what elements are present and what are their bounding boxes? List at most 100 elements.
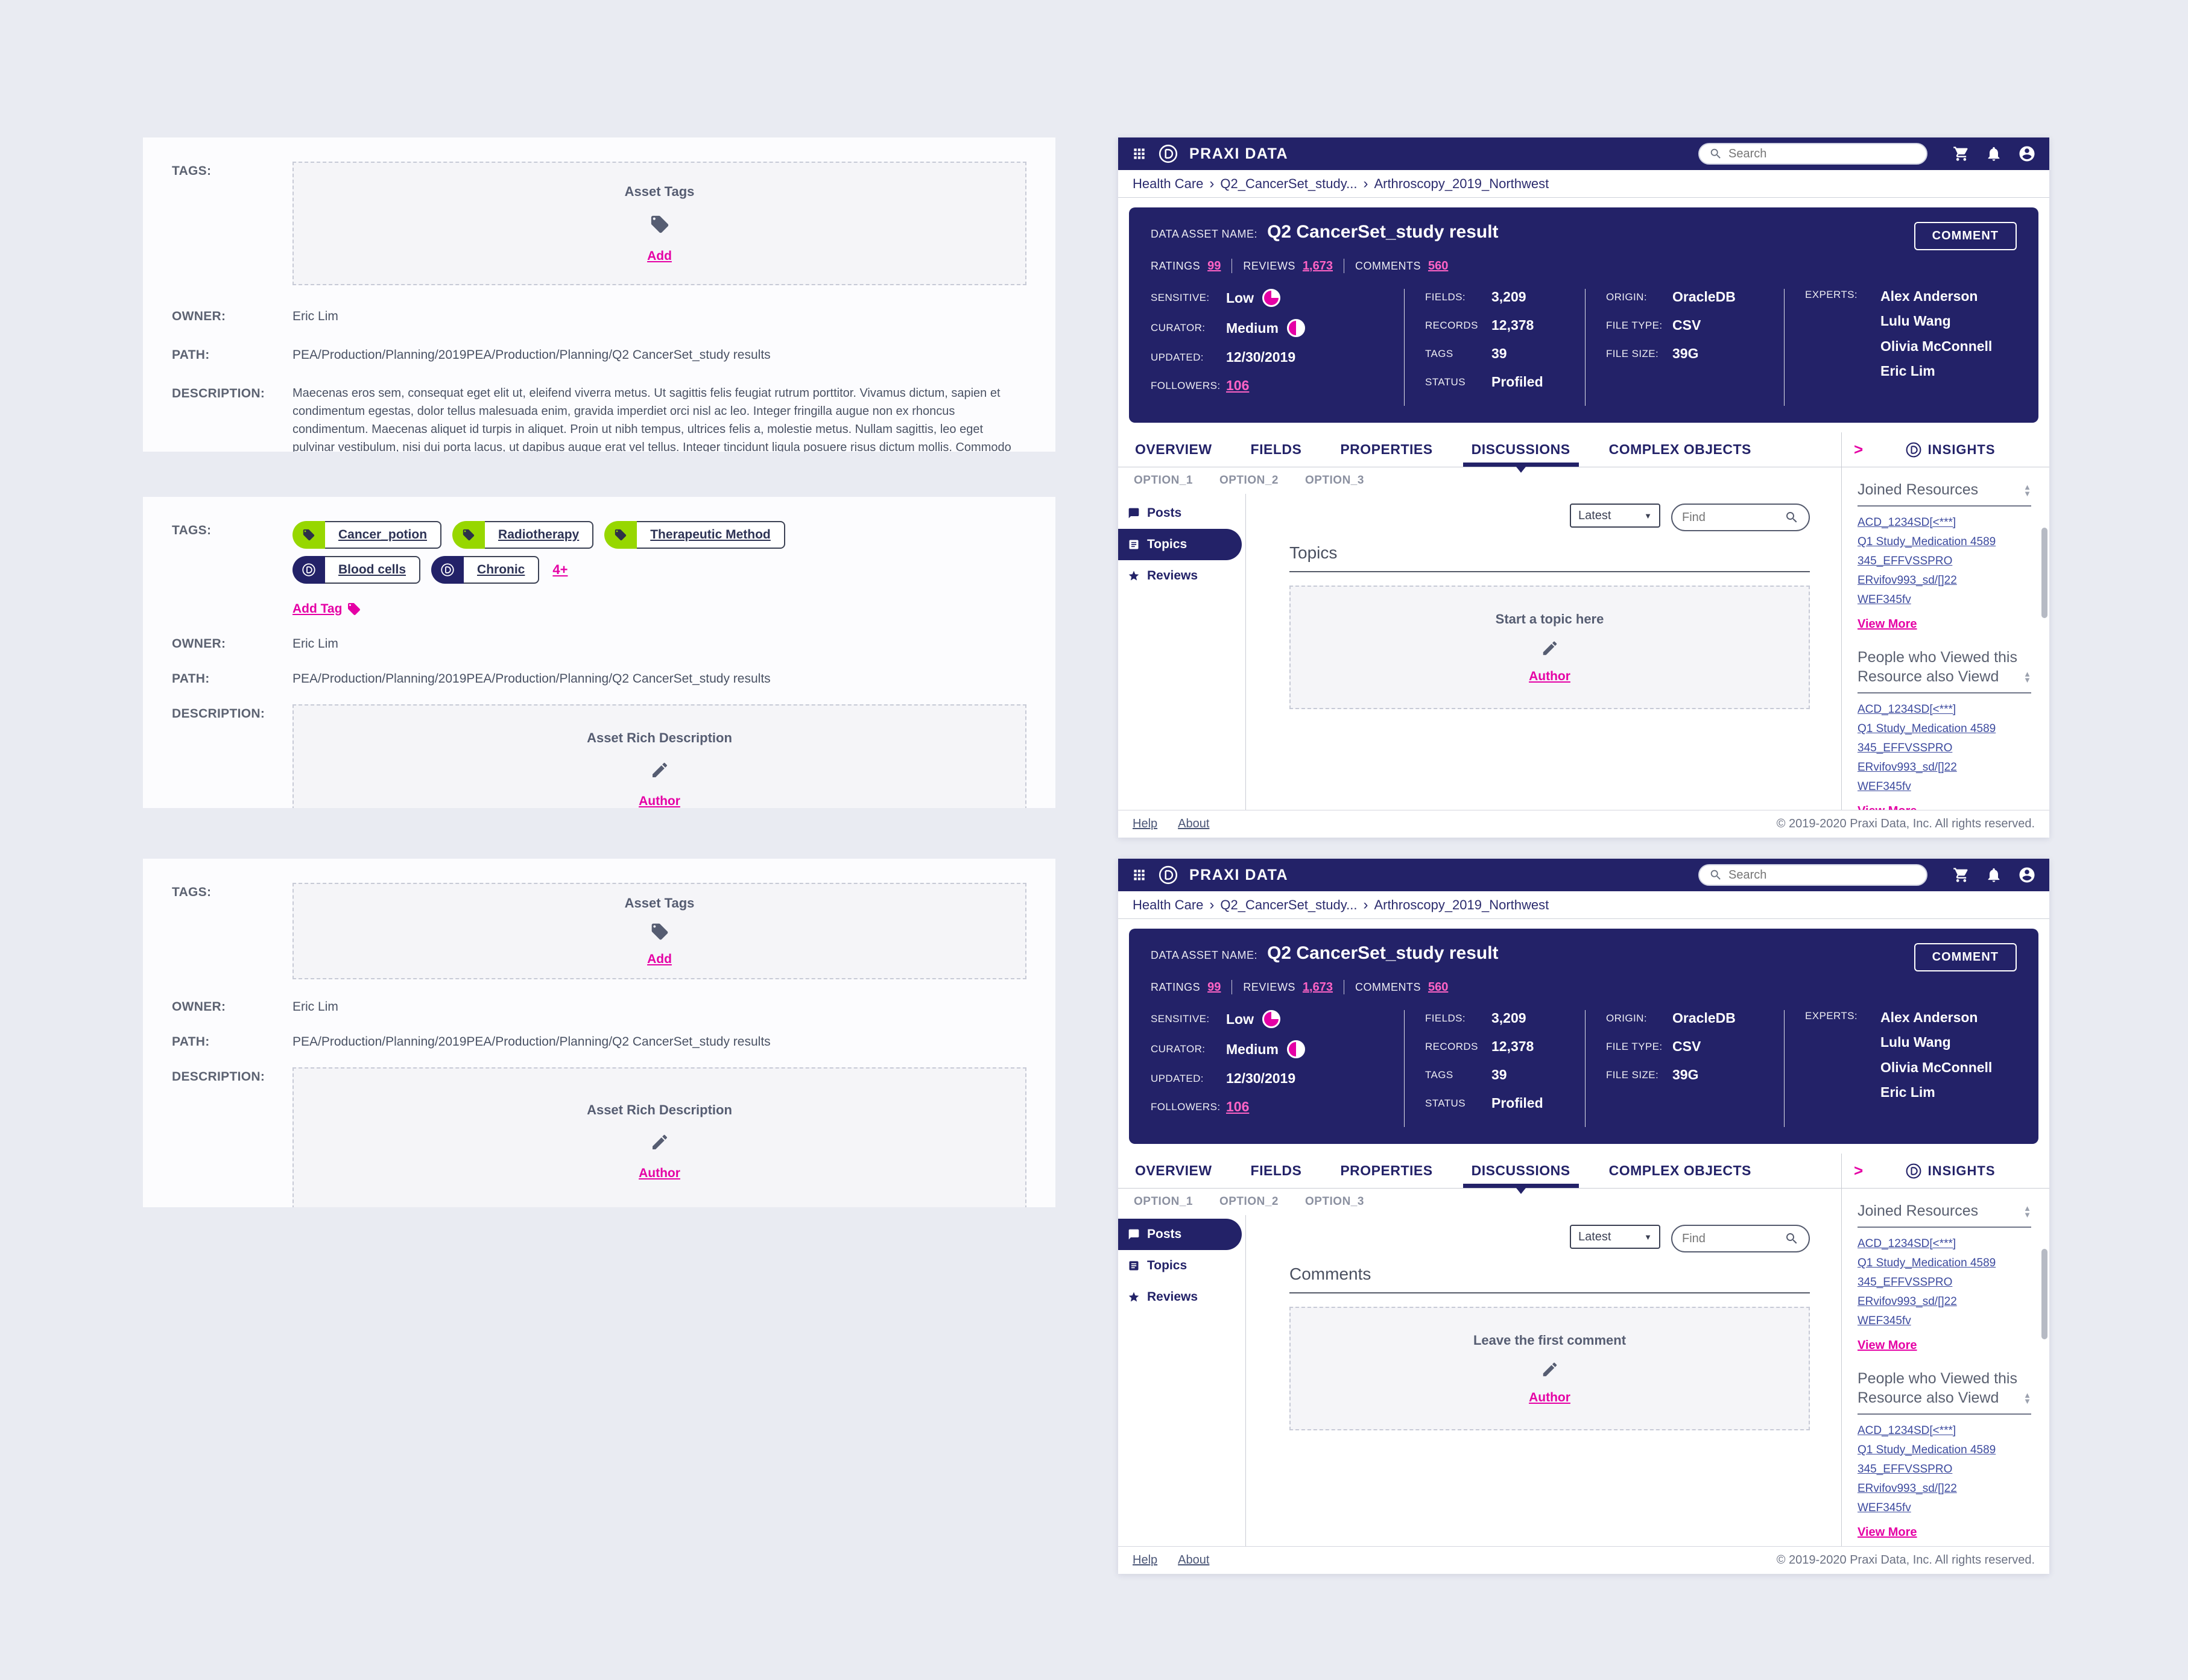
subtab-option-2[interactable]: OPTION_2 bbox=[1219, 474, 1279, 487]
resource-link[interactable]: Q1 Study_Medication 4589 bbox=[1858, 1443, 1996, 1456]
tab-fields[interactable]: FIELDS bbox=[1250, 441, 1302, 457]
reviews-count-link[interactable]: 1,673 bbox=[1302, 259, 1333, 273]
collapse-chevron-icon[interactable]: > bbox=[1854, 1161, 1864, 1179]
comments-count-link[interactable]: 560 bbox=[1428, 980, 1449, 994]
add-tags-link[interactable]: Add bbox=[647, 248, 672, 263]
resource-link[interactable]: 345_EFFVSSPRO bbox=[1858, 1276, 1953, 1289]
praxi-logo-icon[interactable] bbox=[1158, 865, 1178, 885]
comments-count-link[interactable]: 560 bbox=[1428, 259, 1449, 273]
breadcrumb-item[interactable]: Health Care bbox=[1133, 897, 1204, 912]
tab-complex-objects[interactable]: COMPLEX OBJECTS bbox=[1608, 441, 1751, 457]
help-link[interactable]: Help bbox=[1133, 817, 1158, 830]
ratings-count-link[interactable]: 99 bbox=[1207, 259, 1221, 273]
scrollbar-thumb[interactable] bbox=[2041, 528, 2047, 618]
subtab-option-1[interactable]: OPTION_1 bbox=[1134, 1195, 1193, 1208]
breadcrumb-item[interactable]: Q2_CancerSet_study... bbox=[1220, 175, 1358, 191]
resource-link[interactable]: WEF345fv bbox=[1858, 593, 1911, 607]
resource-link[interactable]: 345_EFFVSSPRO bbox=[1858, 555, 1953, 568]
sort-arrows-icon[interactable]: ▲ ▼ bbox=[2023, 1204, 2031, 1219]
discussion-nav-topics[interactable]: Topics bbox=[1118, 529, 1242, 560]
tab-discussions[interactable]: DISCUSSIONS bbox=[1462, 432, 1579, 473]
tag-chip[interactable]: Radiotherapy bbox=[452, 521, 594, 549]
discussion-nav-reviews[interactable]: Reviews bbox=[1118, 1281, 1245, 1313]
resource-link[interactable]: Q1 Study_Medication 4589 bbox=[1858, 1257, 1996, 1270]
tag-chip[interactable]: Chronic bbox=[431, 556, 540, 584]
expert-link[interactable]: Olivia McConnell bbox=[1880, 1059, 1993, 1075]
subtab-option-3[interactable]: OPTION_3 bbox=[1304, 474, 1364, 487]
discussion-nav-posts[interactable]: Posts bbox=[1118, 497, 1245, 529]
tab-properties[interactable]: PROPERTIES bbox=[1340, 1163, 1433, 1178]
about-link[interactable]: About bbox=[1178, 817, 1210, 830]
resource-link[interactable]: ERvifov993_sd/[]22 bbox=[1858, 1295, 1957, 1309]
resource-link[interactable]: ERvifov993_sd/[]22 bbox=[1858, 760, 1957, 774]
resource-link[interactable]: ACD_1234SD[<***] bbox=[1858, 1237, 1956, 1251]
about-link[interactable]: About bbox=[1178, 1553, 1210, 1567]
scrollbar-thumb[interactable] bbox=[2041, 1249, 2047, 1339]
author-link[interactable]: Author bbox=[1529, 669, 1570, 683]
resource-link[interactable]: Q1 Study_Medication 4589 bbox=[1858, 535, 1996, 549]
expert-link[interactable]: Olivia McConnell bbox=[1880, 338, 1993, 354]
notifications-bell-icon[interactable] bbox=[1985, 867, 2002, 883]
find-input[interactable] bbox=[1682, 510, 1779, 525]
view-more-link[interactable]: View More bbox=[1858, 804, 1917, 810]
sort-arrows-icon[interactable]: ▲ ▼ bbox=[2023, 1390, 2031, 1406]
search-input[interactable] bbox=[1728, 147, 1917, 161]
tab-fields[interactable]: FIELDS bbox=[1250, 1163, 1302, 1178]
resource-link[interactable]: 345_EFFVSSPRO bbox=[1858, 1462, 1953, 1476]
expert-link[interactable]: Eric Lim bbox=[1880, 362, 1935, 379]
view-more-link[interactable]: View More bbox=[1858, 1339, 1917, 1353]
ratings-count-link[interactable]: 99 bbox=[1207, 980, 1221, 994]
app-grid-icon[interactable] bbox=[1131, 867, 1147, 883]
tab-overview[interactable]: OVERVIEW bbox=[1135, 441, 1212, 457]
tab-complex-objects[interactable]: COMPLEX OBJECTS bbox=[1608, 1163, 1751, 1178]
add-tags-link[interactable]: Add bbox=[647, 952, 672, 966]
resource-link[interactable]: Q1 Study_Medication 4589 bbox=[1858, 722, 1996, 735]
view-more-link[interactable]: View More bbox=[1858, 617, 1917, 631]
comment-button[interactable]: COMMENT bbox=[1914, 222, 2017, 250]
find-search[interactable] bbox=[1671, 1225, 1810, 1252]
tab-properties[interactable]: PROPERTIES bbox=[1340, 441, 1433, 457]
expert-link[interactable]: Lulu Wang bbox=[1880, 313, 1951, 329]
tab-overview[interactable]: OVERVIEW bbox=[1135, 1163, 1212, 1178]
breadcrumb-item[interactable]: Arthroscopy_2019_Northwest bbox=[1374, 175, 1549, 191]
find-search[interactable] bbox=[1671, 504, 1810, 531]
author-link[interactable]: Author bbox=[639, 794, 680, 808]
resource-link[interactable]: 345_EFFVSSPRO bbox=[1858, 741, 1953, 754]
collapse-chevron-icon[interactable]: > bbox=[1854, 440, 1864, 458]
tag-chip[interactable]: Blood cells bbox=[292, 556, 421, 584]
account-icon[interactable] bbox=[2018, 145, 2036, 163]
subtab-option-1[interactable]: OPTION_1 bbox=[1134, 474, 1193, 487]
expert-link[interactable]: Eric Lim bbox=[1880, 1084, 1935, 1100]
cart-icon[interactable] bbox=[1953, 867, 1970, 883]
cart-icon[interactable] bbox=[1953, 145, 1970, 162]
praxi-logo-icon[interactable] bbox=[1158, 144, 1178, 164]
discussion-nav-posts[interactable]: Posts bbox=[1118, 1219, 1242, 1250]
global-search[interactable] bbox=[1698, 864, 1927, 886]
help-link[interactable]: Help bbox=[1133, 1553, 1158, 1567]
resource-link[interactable]: WEF345fv bbox=[1858, 1501, 1911, 1514]
sort-arrows-icon[interactable]: ▲ ▼ bbox=[2023, 669, 2031, 685]
global-search[interactable] bbox=[1698, 143, 1927, 165]
subtab-option-2[interactable]: OPTION_2 bbox=[1219, 1195, 1279, 1208]
followers-count-link[interactable]: 106 bbox=[1226, 1099, 1250, 1114]
sort-arrows-icon[interactable]: ▲ ▼ bbox=[2023, 482, 2031, 498]
more-tags-link[interactable]: 4+ bbox=[552, 562, 568, 577]
tab-discussions[interactable]: DISCUSSIONS bbox=[1462, 1154, 1579, 1194]
discussion-nav-reviews[interactable]: Reviews bbox=[1118, 560, 1245, 592]
resource-link[interactable]: WEF345fv bbox=[1858, 780, 1911, 793]
account-icon[interactable] bbox=[2018, 866, 2036, 884]
expert-link[interactable]: Alex Anderson bbox=[1880, 288, 1978, 304]
breadcrumb-item[interactable]: Q2_CancerSet_study... bbox=[1220, 897, 1358, 912]
comment-button[interactable]: COMMENT bbox=[1914, 943, 2017, 971]
view-more-link[interactable]: View More bbox=[1858, 1525, 1917, 1539]
expert-link[interactable]: Lulu Wang bbox=[1880, 1034, 1951, 1050]
sort-select[interactable]: Latest ▼ bbox=[1570, 1225, 1660, 1249]
subtab-option-3[interactable]: OPTION_3 bbox=[1304, 1195, 1364, 1208]
resource-link[interactable]: ACD_1234SD[<***] bbox=[1858, 1424, 1956, 1437]
find-input[interactable] bbox=[1682, 1231, 1779, 1246]
expert-link[interactable]: Alex Anderson bbox=[1880, 1009, 1978, 1025]
reviews-count-link[interactable]: 1,673 bbox=[1302, 980, 1333, 994]
search-input[interactable] bbox=[1728, 868, 1917, 882]
add-tag-link[interactable]: Add Tag bbox=[292, 602, 361, 616]
tag-chip[interactable]: Therapeutic Method bbox=[604, 521, 785, 549]
